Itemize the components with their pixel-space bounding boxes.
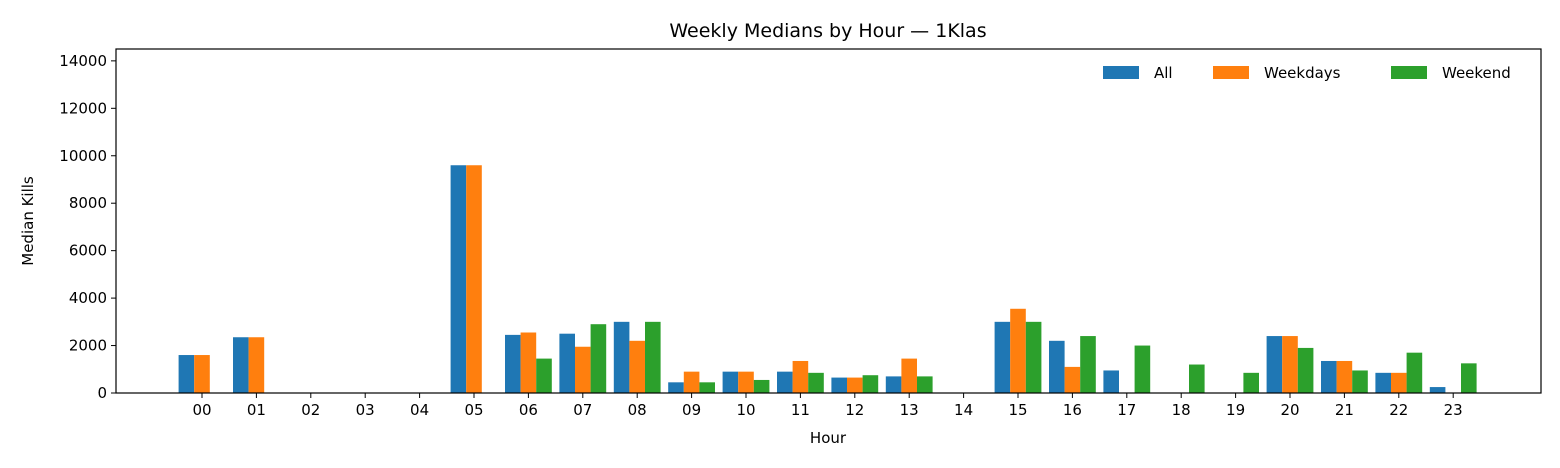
x-tick-label: 18 <box>1172 401 1191 419</box>
y-tick-label: 8000 <box>69 194 107 212</box>
bar-weekdays-05 <box>466 165 482 393</box>
bar-weekend-09 <box>699 382 715 393</box>
bar-weekend-18 <box>1189 364 1205 393</box>
bar-all-15 <box>994 321 1011 393</box>
bar-weekend-11 <box>808 372 824 393</box>
bar-all-10 <box>722 371 739 393</box>
bar-all-23 <box>1429 387 1446 393</box>
x-tick-label: 10 <box>736 401 755 419</box>
bar-all-21 <box>1321 360 1337 393</box>
y-tick-label: 10000 <box>59 147 107 165</box>
x-tick-label: 01 <box>247 401 266 419</box>
x-tick-label: 09 <box>682 401 701 419</box>
x-tick-label: 17 <box>1117 401 1136 419</box>
bar-all-06 <box>505 334 521 393</box>
legend-label-weekdays: Weekdays <box>1264 64 1341 82</box>
bar-weekend-22 <box>1406 352 1423 393</box>
y-axis-title: Median Kills <box>19 176 37 266</box>
bar-weekdays-11 <box>792 360 809 393</box>
bar-weekdays-13 <box>901 358 917 393</box>
x-tick-label: 04 <box>410 401 429 419</box>
legend-swatch-weekdays <box>1213 66 1249 79</box>
x-tick-label: 06 <box>519 401 538 419</box>
y-tick-label: 4000 <box>69 289 107 307</box>
bar-weekend-19 <box>1243 372 1259 393</box>
legend-swatch-all <box>1103 66 1139 79</box>
bar-weekdays-09 <box>683 371 700 393</box>
x-tick-label: 20 <box>1280 401 1299 419</box>
bar-weekdays-22 <box>1391 372 1407 393</box>
x-axis-title: Hour <box>810 429 847 447</box>
legend-swatch-weekend <box>1391 66 1427 79</box>
x-tick-label: 15 <box>1008 401 1027 419</box>
bar-all-12 <box>831 377 847 393</box>
x-tick-label: 23 <box>1444 401 1463 419</box>
legend-label-weekend: Weekend <box>1442 64 1511 82</box>
bar-all-11 <box>777 371 793 393</box>
x-tick-label: 19 <box>1226 401 1245 419</box>
bar-all-13 <box>885 376 902 393</box>
plot-frame <box>115 48 1542 394</box>
x-tick-label: 12 <box>845 401 864 419</box>
bar-weekend-07 <box>590 324 607 393</box>
bar-all-16 <box>1049 340 1065 393</box>
bar-weekend-16 <box>1080 336 1096 393</box>
bar-weekend-17 <box>1134 345 1151 393</box>
y-tick-label: 6000 <box>69 242 107 260</box>
bar-all-01 <box>233 337 249 393</box>
bar-weekend-06 <box>536 358 552 393</box>
x-tick-label: 07 <box>573 401 592 419</box>
y-tick-label: 12000 <box>59 99 107 117</box>
bar-all-09 <box>668 382 684 393</box>
bar-weekend-10 <box>753 379 770 393</box>
y-axis: 0 2000 4000 6000 8000 10000 12000 14000 <box>59 52 116 402</box>
bar-weekend-20 <box>1297 347 1314 393</box>
bars-layer <box>178 165 1477 393</box>
x-tick-label: 16 <box>1063 401 1082 419</box>
x-tick-label: 08 <box>628 401 647 419</box>
x-tick-label: 02 <box>301 401 320 419</box>
bar-all-22 <box>1375 372 1391 393</box>
bar-weekdays-07 <box>575 346 591 393</box>
chart-title: Weekly Medians by Hour — 1Klas <box>669 20 986 42</box>
x-tick-label: 14 <box>954 401 973 419</box>
bar-weekend-12 <box>862 375 879 393</box>
legend-label-all: All <box>1154 64 1173 82</box>
bar-weekend-15 <box>1025 321 1042 393</box>
y-tick-label: 14000 <box>59 52 107 70</box>
bar-weekdays-12 <box>847 377 863 393</box>
bar-all-08 <box>613 321 630 393</box>
x-tick-label: 13 <box>900 401 919 419</box>
bar-weekdays-16 <box>1064 366 1081 393</box>
bar-all-05 <box>450 165 467 393</box>
bar-all-07 <box>559 333 575 393</box>
x-axis: 00 01 02 03 04 05 06 07 08 09 10 11 12 13 14 15 16 17 18 19… <box>192 393 1463 419</box>
bar-all-00 <box>178 355 195 393</box>
bar-weekdays-15 <box>1010 308 1026 393</box>
x-tick-label: 00 <box>192 401 211 419</box>
bar-all-20 <box>1266 336 1283 393</box>
bar-weekdays-10 <box>738 371 754 393</box>
bar-weekdays-21 <box>1336 360 1353 393</box>
x-tick-label: 21 <box>1335 401 1354 419</box>
bar-all-17 <box>1103 370 1119 393</box>
bar-weekend-13 <box>917 376 933 393</box>
x-tick-label: 22 <box>1389 401 1408 419</box>
legend: All Weekdays Weekend <box>1103 64 1511 82</box>
bar-weekdays-06 <box>520 332 537 393</box>
bar-weekdays-00 <box>194 355 210 393</box>
bar-weekdays-20 <box>1282 336 1298 393</box>
y-tick-label: 0 <box>97 384 107 402</box>
y-tick-label: 2000 <box>69 337 107 355</box>
x-tick-label: 05 <box>464 401 483 419</box>
bar-weekend-08 <box>645 321 661 393</box>
bar-weekdays-08 <box>629 340 645 393</box>
bar-weekdays-01 <box>248 337 265 393</box>
x-tick-label: 03 <box>356 401 375 419</box>
bar-weekend-21 <box>1352 370 1368 393</box>
bar-weekend-23 <box>1461 363 1477 393</box>
x-tick-label: 11 <box>791 401 810 419</box>
